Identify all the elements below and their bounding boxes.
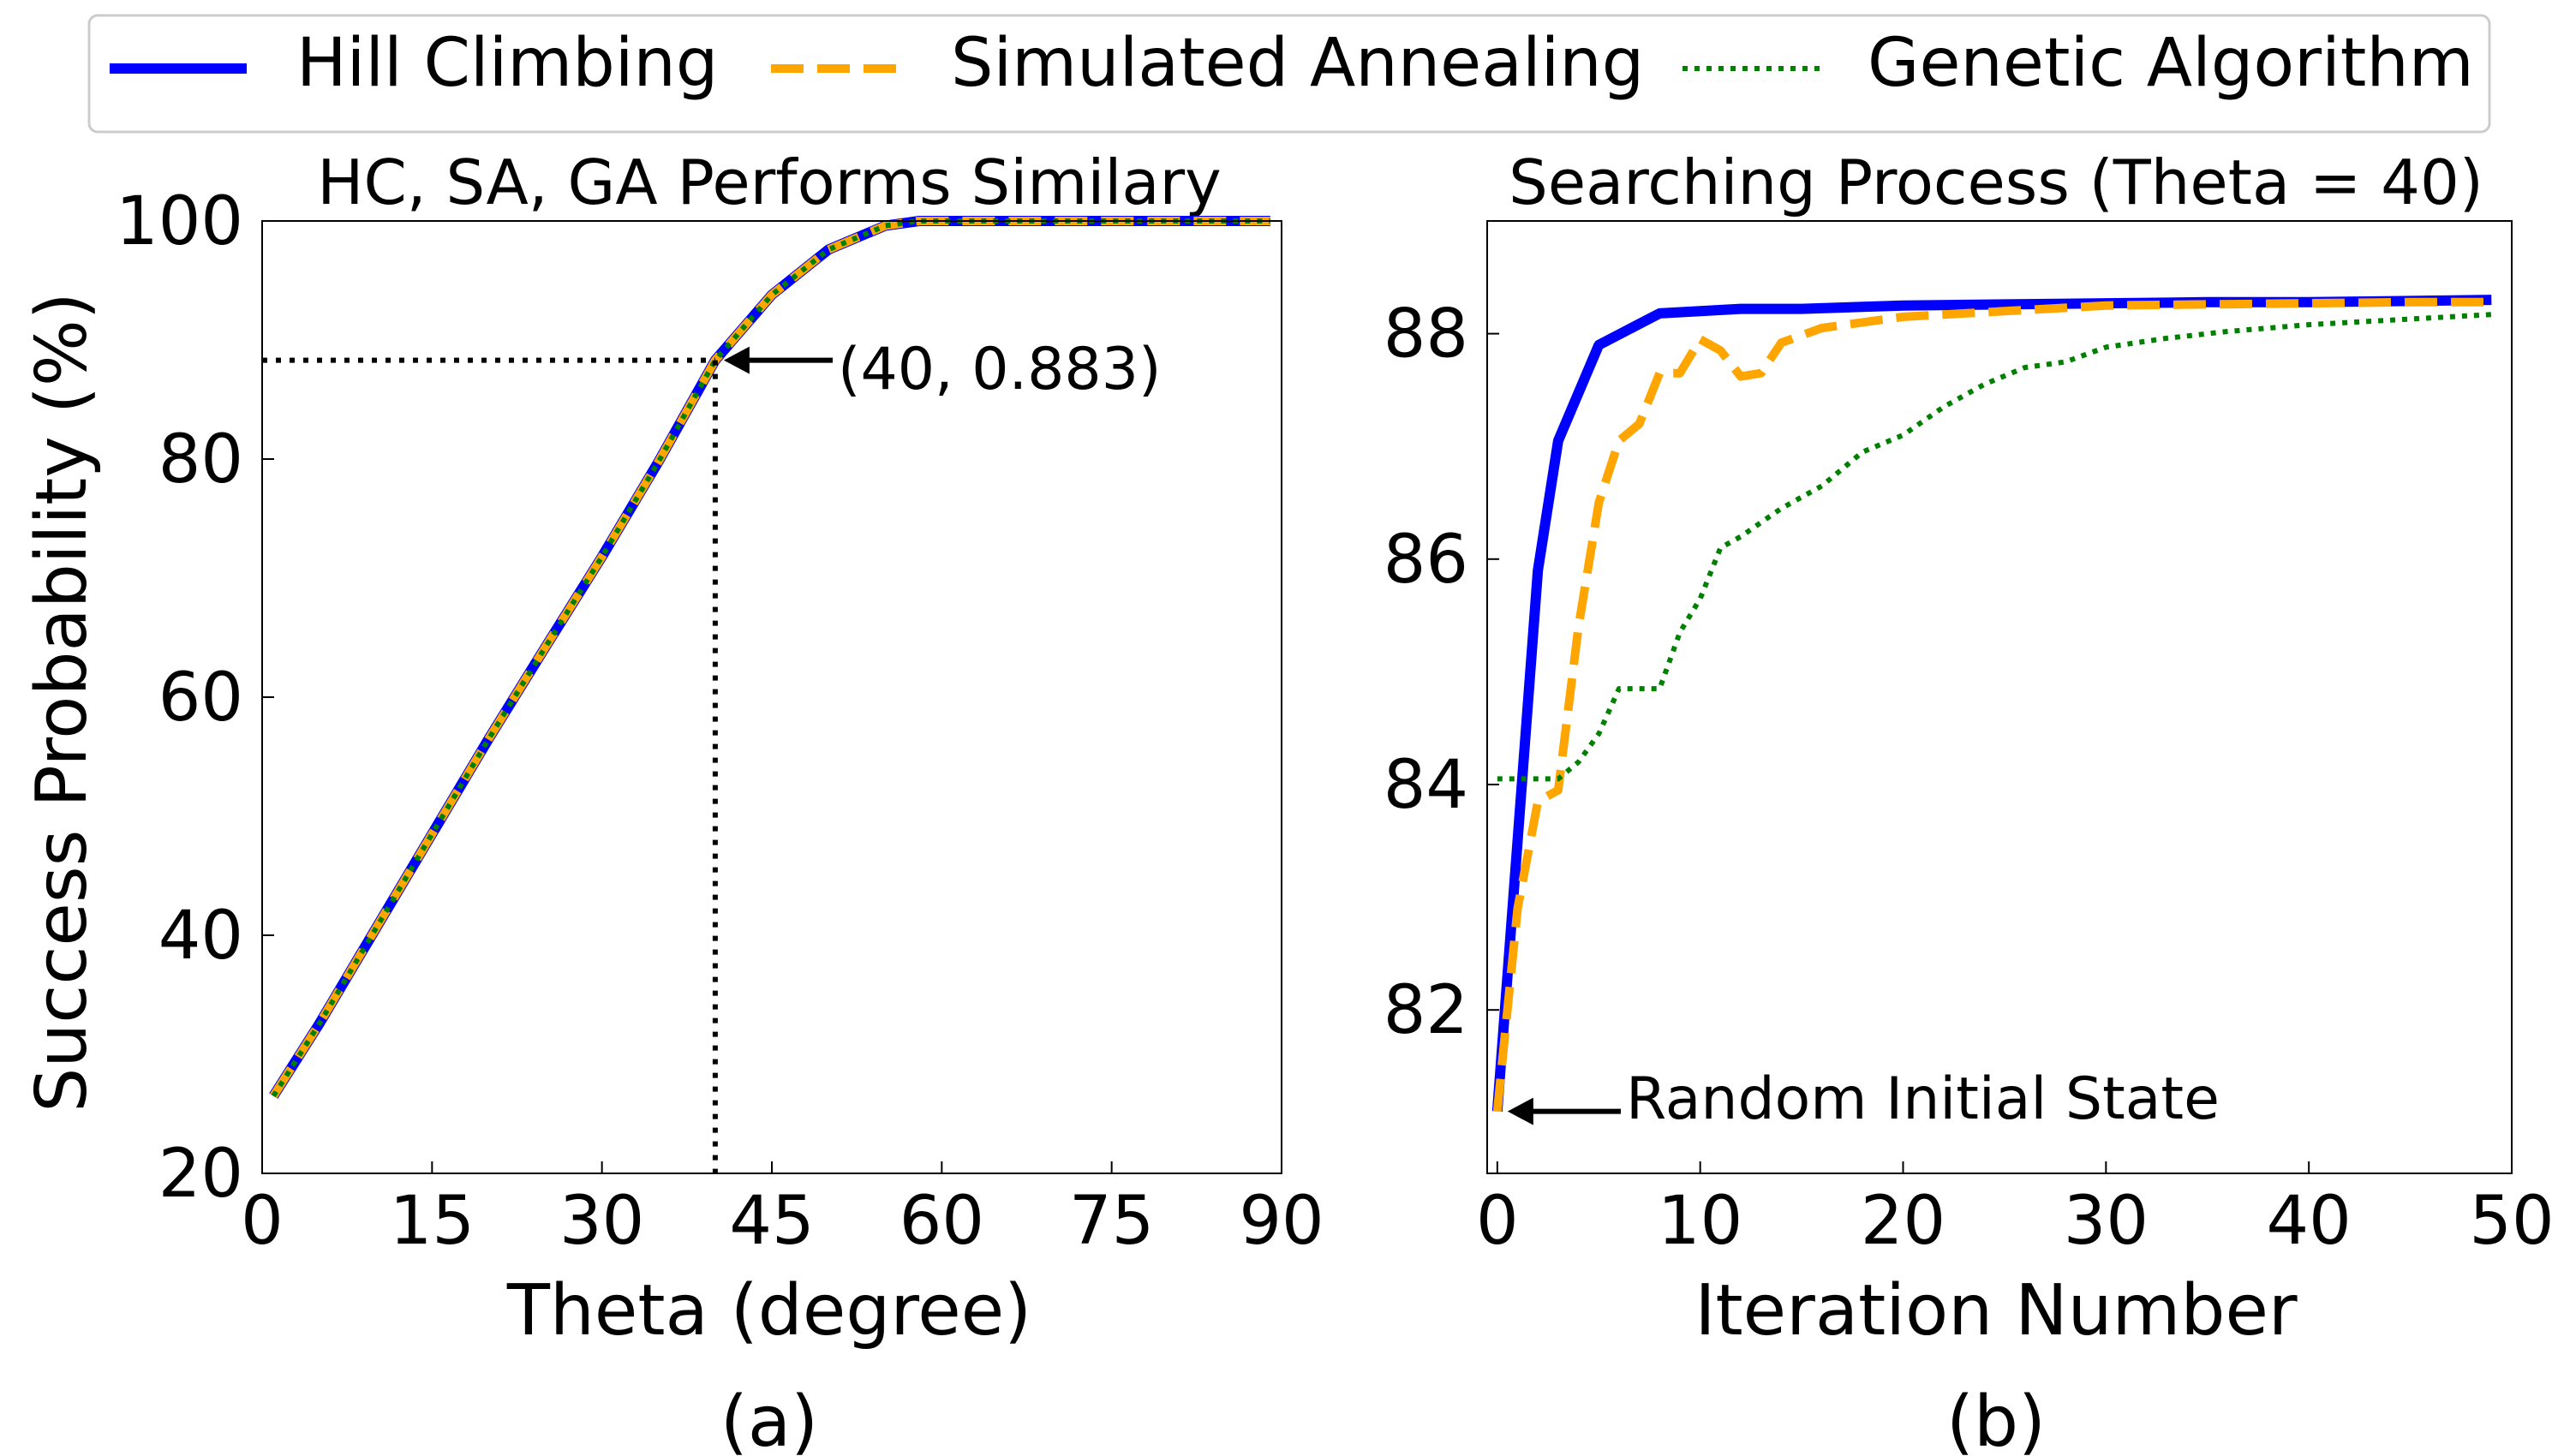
x-tick-label: 90	[1239, 1183, 1324, 1260]
chart-a-title: HC, SA, GA Performs Similary	[317, 146, 1221, 218]
legend: Hill Climbing Simulated Annealing Geneti…	[87, 14, 2491, 134]
y-tick-label: 60	[158, 659, 243, 737]
legend-label-genetic-algorithm: Genetic Algorithm	[1868, 25, 2474, 102]
chart-b-plot-area	[1491, 295, 2492, 1113]
annotation-arrow-head	[723, 346, 750, 374]
chart-b-annotation: Random Initial State	[1626, 1065, 2220, 1133]
chart-b-title: Searching Process (Theta = 40)	[1509, 146, 2483, 218]
x-tick-label: 50	[2469, 1183, 2554, 1260]
x-tick-label: 60	[900, 1183, 984, 1260]
chart-a-caption: (a)	[720, 1381, 818, 1456]
chart-a-annotation: (40, 0.883)	[838, 336, 1162, 403]
x-tick-label: 20	[1861, 1183, 1945, 1260]
y-tick-label: 84	[1384, 747, 1468, 824]
y-tick-label: 20	[158, 1136, 243, 1213]
y-tick-label: 80	[158, 421, 243, 498]
x-tick-label: 0	[241, 1183, 284, 1260]
x-tick-label: 30	[559, 1183, 644, 1260]
chart-b-caption: (b)	[1946, 1381, 2046, 1456]
chart-b-axes: 0 10 20 30 40 50 82 84 86 88	[1384, 220, 2555, 1260]
x-tick-label: 10	[1658, 1183, 1742, 1260]
x-tick-label: 75	[1069, 1183, 1154, 1260]
legend-frame	[87, 14, 2491, 134]
y-tick-label: 88	[1384, 296, 1468, 373]
chart-a-axes: 0 15 30 45 60 75 90 20 40 60 80 100	[116, 183, 1324, 1260]
chart-a: HC, SA, GA Performs Similary 0 15 30 45 60 75…	[21, 146, 1324, 1456]
chart-b: Searching Process (Theta = 40) 0 10 20 30 40…	[1384, 146, 2555, 1456]
legend-label-hill-climbing: Hill Climbing	[296, 25, 718, 102]
legend-label-simulated-annealing: Simulated Annealing	[951, 25, 1644, 102]
x-tick-label: 0	[1476, 1183, 1519, 1260]
y-tick-label: 100	[116, 183, 243, 260]
y-tick-label: 82	[1384, 972, 1468, 1049]
y-tick-label: 86	[1384, 522, 1468, 599]
chart-a-ylabel: Success Probability (%)	[21, 292, 103, 1113]
series-line-genetic-algorithm	[1497, 312, 2492, 782]
x-tick-label: 30	[2064, 1183, 2149, 1260]
chart-b-xlabel: Iteration Number	[1694, 1270, 2298, 1352]
x-tick-label: 15	[390, 1183, 475, 1260]
plot-frame	[1486, 220, 2513, 1174]
y-tick-label: 40	[158, 898, 243, 975]
annotation-arrow-head	[1507, 1097, 1533, 1125]
x-tick-label: 45	[729, 1183, 814, 1260]
chart-a-xlabel: Theta (degree)	[506, 1270, 1031, 1352]
series-line-simulated-annealing	[1492, 297, 2492, 1113]
x-tick-label: 40	[2267, 1183, 2352, 1260]
series-line-hill-climbing	[1491, 295, 2492, 1113]
